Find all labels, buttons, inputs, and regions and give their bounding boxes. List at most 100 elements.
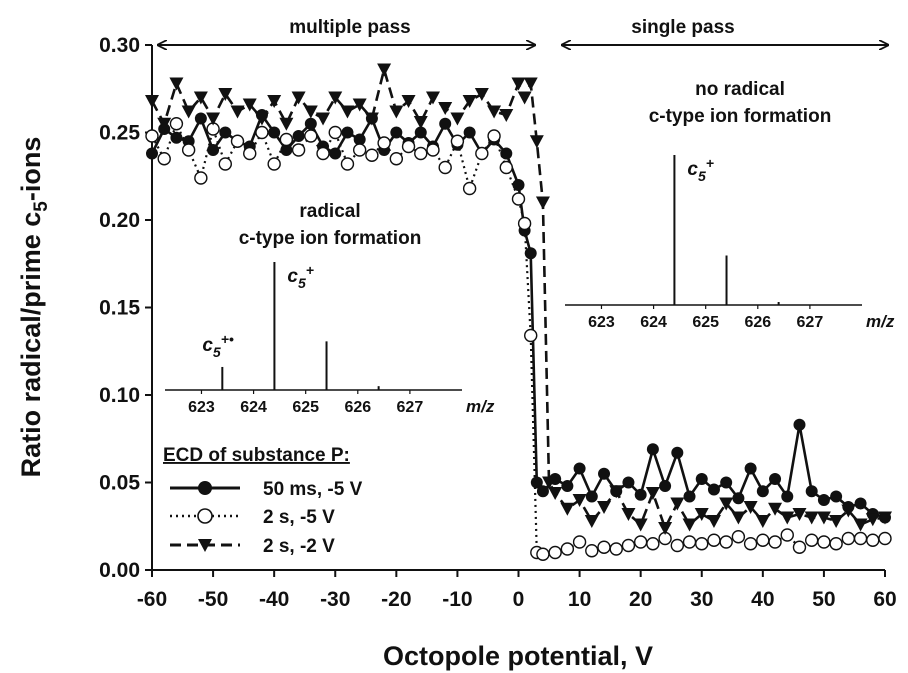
data-point [866,533,880,547]
data-point [731,511,746,525]
x-tick-label: 50 [812,588,835,611]
x-tick-label: 0 [513,588,525,611]
data-point [219,126,232,139]
data-point [304,117,317,130]
inset-radical: radical c-type ion formation 623 624 625 62… [165,201,495,416]
data-point [646,443,659,456]
data-point [316,112,331,126]
peak-label-ion: c [202,335,213,356]
data-point [732,492,745,505]
inset-mz-label: m/z [466,397,495,416]
data-point [499,109,514,122]
data-point [769,473,782,485]
data-point [768,535,782,549]
x-tick-label: -40 [259,588,289,611]
data-point [377,63,392,77]
peak-label-superscript: + [306,262,314,278]
data-point [560,542,575,556]
data-point [181,143,196,157]
inset-annotation-line1: radical [299,201,360,222]
data-point [853,518,868,532]
peak-label: c5+• [202,331,234,360]
data-point [194,171,208,185]
x-tick-label: -60 [137,588,167,611]
data-point [474,88,489,101]
data-point [512,179,525,191]
data-point [303,105,318,119]
data-point [530,476,543,489]
inset-tick-label: 623 [188,399,215,416]
data-point [475,146,489,161]
data-point [829,537,843,551]
data-point [340,105,355,119]
legend-label: 2 s, -2 V [263,536,335,557]
data-point [181,105,196,119]
data-point [658,522,673,535]
data-point [353,133,366,146]
data-point [805,485,818,498]
peak-label-superscript: +• [221,331,234,347]
y-tick-label: 0.25 [99,122,140,145]
data-point [218,88,233,101]
data-point [524,328,538,343]
legend-label: 50 ms, -5 V [263,479,363,500]
y-tick-label: 0.05 [99,472,140,495]
data-point [268,126,281,139]
data-point [682,518,697,532]
data-point [841,504,856,518]
data-point [291,91,306,105]
data-point [328,125,342,140]
peak-label-superscript: + [706,155,714,171]
peak-label-ion: c [687,159,698,180]
data-point [793,418,806,431]
inset-tick-label: 627 [397,399,424,416]
data-point [425,91,440,105]
data-point [341,126,354,139]
legend-title: ECD of substance P: [163,445,350,466]
inset-tick-label: 623 [588,314,615,331]
data-point [731,530,746,544]
series-line [150,64,886,532]
data-point [743,537,758,551]
x-tick-label: 40 [751,588,774,611]
data-point [438,160,452,175]
series-layer [145,63,892,561]
data-point [865,513,880,527]
data-point [659,480,672,492]
data-point [157,117,172,131]
x-tick-label: 20 [629,588,652,611]
data-point [316,146,330,161]
data-point [517,216,532,231]
x-tick-label: 10 [568,588,591,611]
legend-marker-open-circle [197,508,213,524]
data-point [169,77,184,91]
y-axis-title-suffix: -ions [16,137,46,202]
data-point [768,502,783,516]
data-point [792,540,807,554]
legend: ECD of substance P: 50 ms, -5 V 2 s, -5 … [163,445,363,557]
y-ticks: 0.00 0.05 0.10 0.15 0.20 0.25 0.30 [99,34,152,582]
inset-annotation-line1: no radical [695,79,785,100]
data-point [413,116,428,129]
data-point [829,515,844,528]
inset-tick-label: 624 [640,314,667,331]
data-point [707,483,720,496]
data-point [377,136,391,150]
data-point [511,77,526,91]
data-point [706,515,721,528]
inset-annotation-line2: c-type ion formation [239,228,422,249]
data-point [585,490,598,503]
data-point [170,131,183,144]
data-point [267,95,282,108]
series-open-circle [145,117,892,561]
data-point [707,533,721,547]
data-point [548,545,562,560]
data-point [230,105,245,119]
data-point [560,502,575,516]
region-label-multiple-pass: multiple pass [289,17,410,38]
data-point [878,511,892,525]
region-multiple-pass: multiple pass [158,17,535,45]
data-point [792,508,807,521]
data-point [743,501,758,514]
